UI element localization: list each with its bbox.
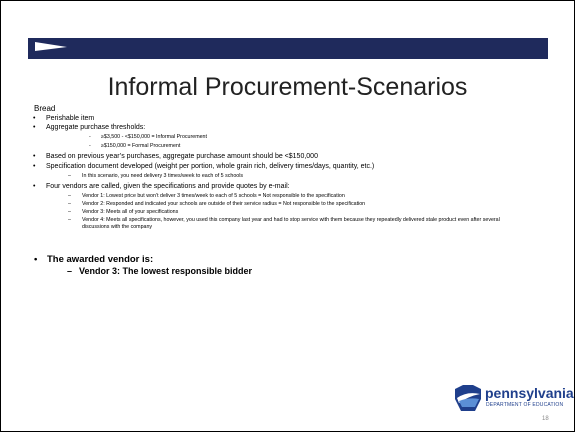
text: Aggregate purchase thresholds: [46,124,146,131]
sub-bullet: Vendor 4: Meets all specifications, howe… [68,217,508,231]
text: Vendor 4: Meets all specifications, howe… [82,217,500,230]
header-band [28,38,548,59]
logo-name: pennsylvania [485,385,574,401]
text: In this scenario, you need delivery 3 ti… [82,173,244,179]
sub-bullet: In this scenario, you need delivery 3 ti… [68,173,243,179]
text: Perishable item [46,115,95,122]
sub-bullet: Vendor 3: Meets all of your specificatio… [68,209,178,215]
sub-bullet: ≥$3,500 - <$150,000 = Informal Procureme… [89,134,207,140]
bullet: Four vendors are called, given the speci… [33,183,290,190]
text: Four vendors are called, given the speci… [46,183,290,190]
text: Vendor 2: Responded and indicated your s… [82,201,366,207]
text: ≥$150,000 = Formal Procurement [101,143,181,149]
arrow [35,42,67,51]
text: Vendor 1: Lowest price but won’t deliver… [82,193,345,199]
band [28,38,548,59]
text: ≥$3,500 - <$150,000 = Informal Procureme… [101,134,207,140]
bullet: Based on previous year’s purchases, aggr… [33,153,318,160]
text: Vendor 3: The lowest responsible bidder [79,266,253,276]
text: Based on previous year’s purchases, aggr… [46,153,318,160]
awarded: • The awarded vendor is: [34,254,154,265]
text: Specification document developed (weight… [46,163,375,170]
text: The awarded vendor is: [47,254,154,265]
sub-bullet: ≥$150,000 = Formal Procurement [89,143,180,149]
text: Vendor 3: Meets all of your specificatio… [82,209,179,215]
bullet: Specification document developed (weight… [33,163,375,170]
title: Informal Procurement-Scenarios [107,73,468,101]
logo-dept: DEPARTMENT OF EDUCATION [486,402,564,408]
page-number: 18 [542,416,549,422]
section: Bread [34,104,56,113]
bullet: Aggregate purchase thresholds: [33,124,146,131]
awarded-sub: – Vendor 3: The lowest responsible bidder [67,266,253,276]
sub-bullet: Vendor 1: Lowest price but won’t deliver… [68,193,345,199]
bullet: Perishable item [33,115,95,122]
logo-icon [455,385,481,411]
sub-bullet: Vendor 2: Responded and indicated your s… [68,201,365,207]
